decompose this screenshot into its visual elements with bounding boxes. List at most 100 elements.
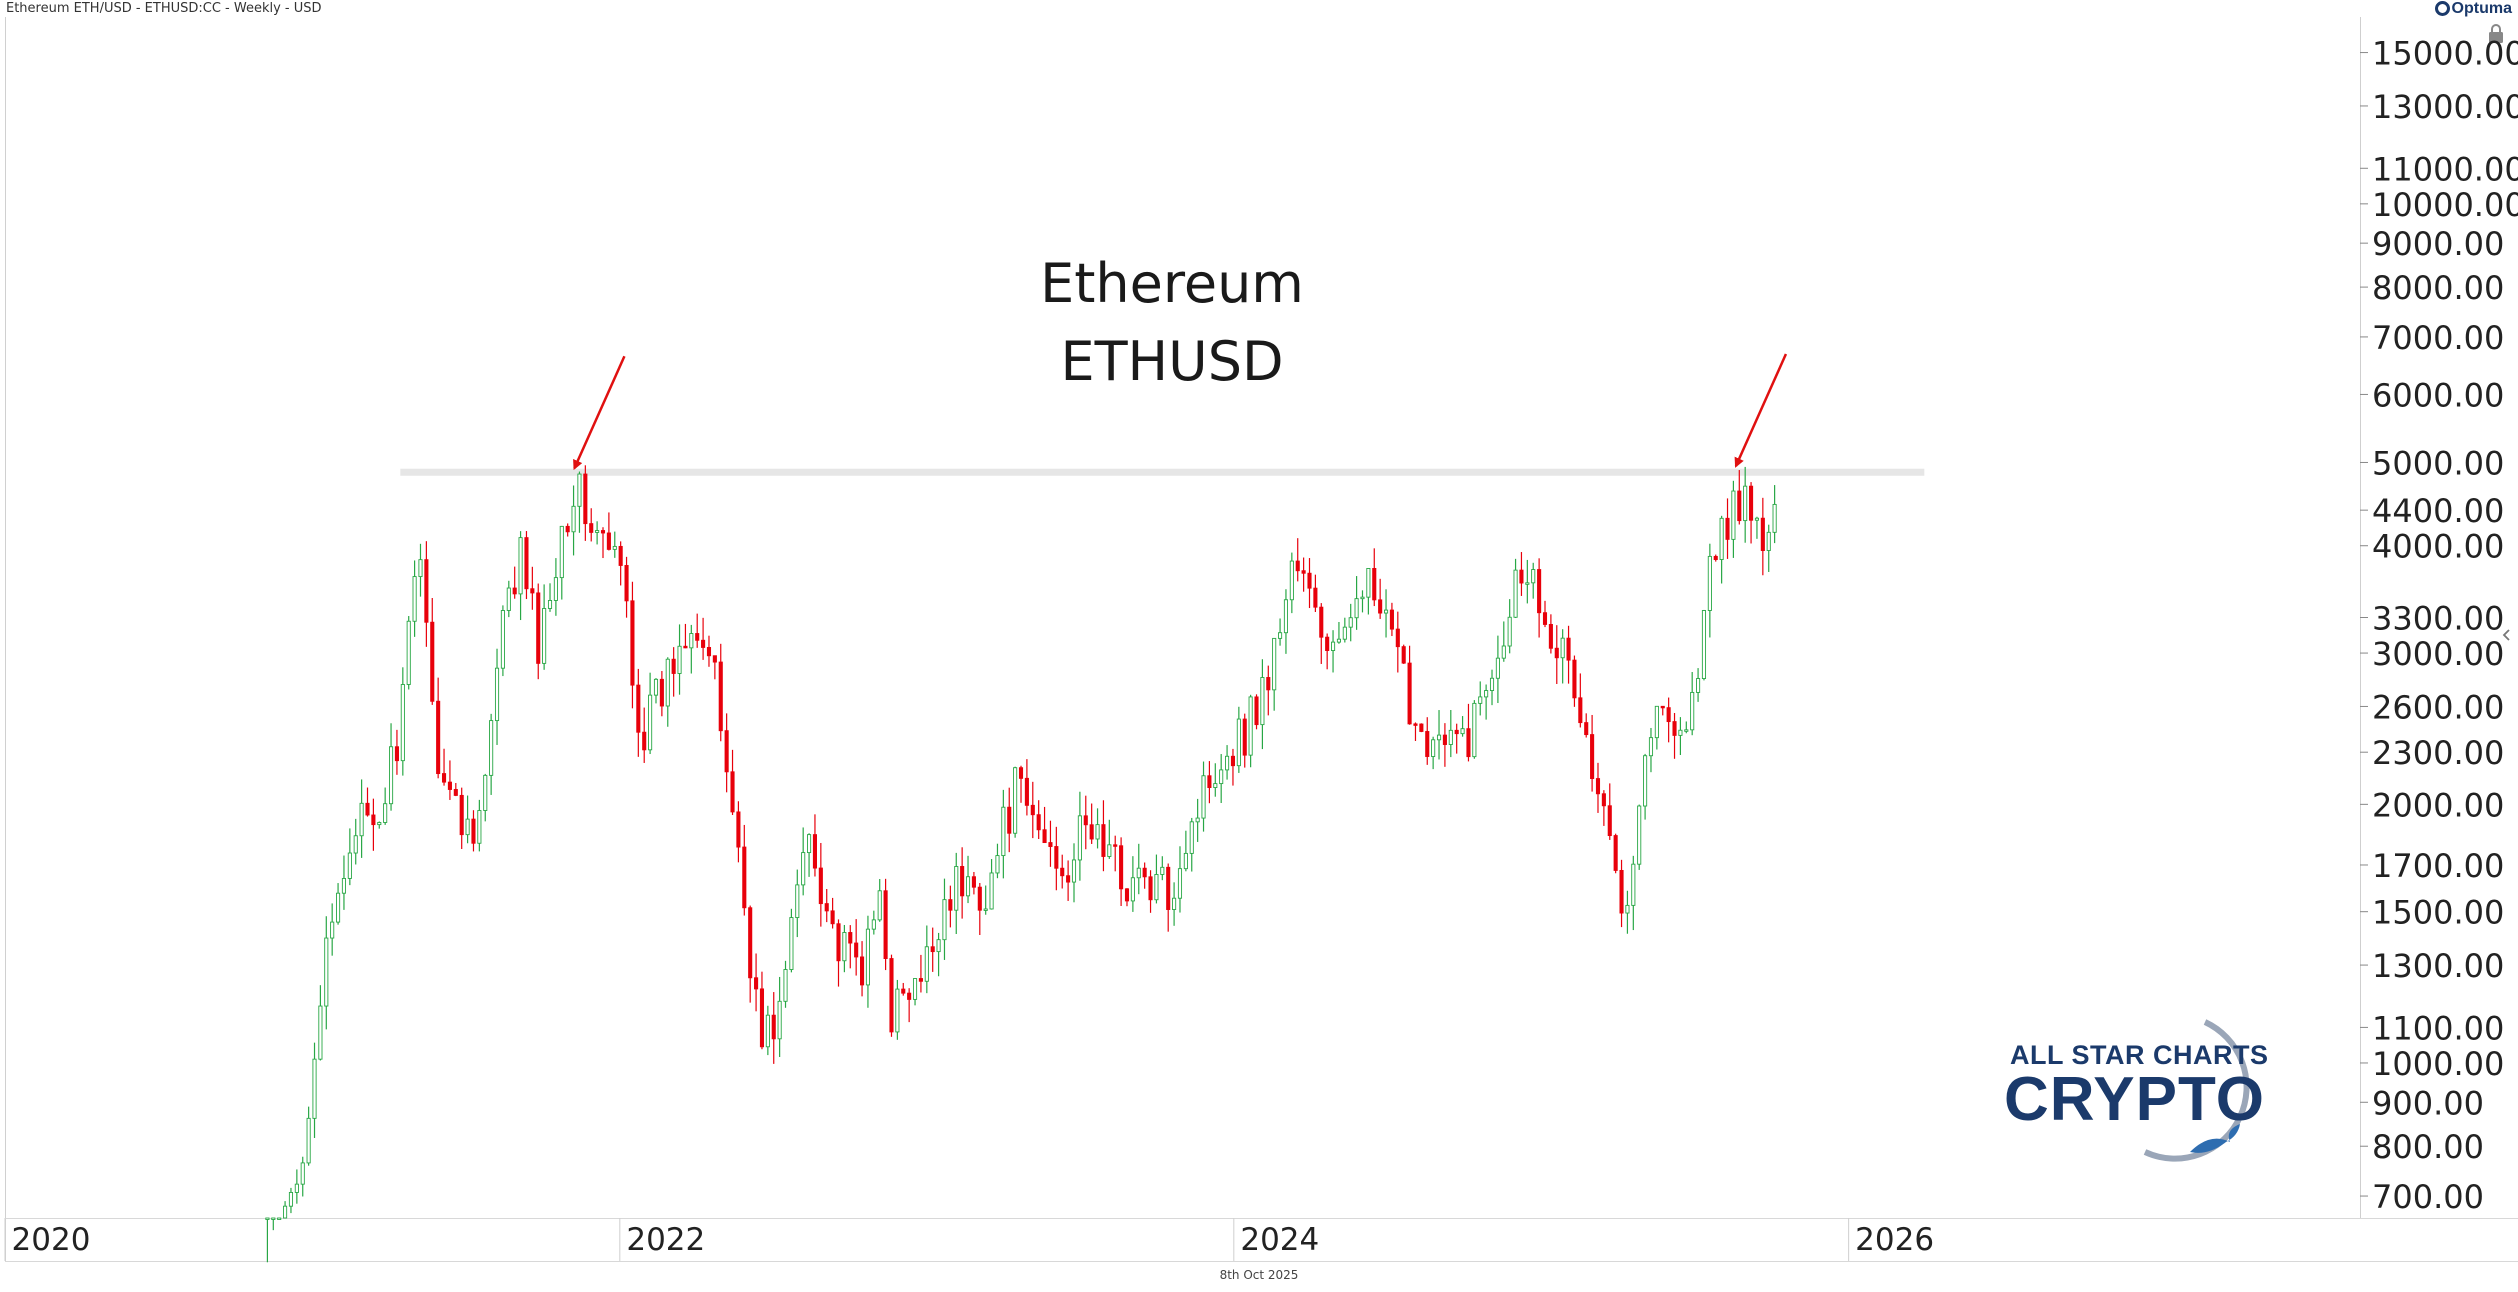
candle-body — [1383, 609, 1389, 614]
candle-body — [1407, 662, 1412, 725]
candle-body — [518, 537, 523, 595]
candle-body — [724, 730, 729, 773]
y-tick-label: 2600.00 — [2372, 688, 2504, 726]
y-tick-label: 2000.00 — [2372, 786, 2504, 824]
candle-body — [353, 835, 358, 854]
candle-body — [848, 932, 853, 944]
candle-body — [936, 939, 941, 953]
candle-body — [1590, 734, 1595, 780]
candle-body — [1419, 723, 1424, 732]
y-tick-label: 15000.00 — [2372, 35, 2518, 73]
candle-body — [1018, 767, 1024, 779]
candle-body — [736, 811, 741, 848]
candle-body — [412, 576, 417, 622]
chart-subtitle: ETHUSD — [1060, 330, 1283, 393]
candle-body — [636, 684, 641, 733]
collapse-panel-icon[interactable] — [2498, 622, 2516, 648]
candle-body — [1613, 835, 1618, 871]
candle-body — [447, 781, 452, 790]
candle-body — [854, 942, 859, 958]
y-tick-label: 3300.00 — [2372, 600, 2504, 638]
candle-body — [1707, 555, 1712, 611]
candle-body — [595, 530, 600, 533]
candle-body — [1301, 570, 1306, 574]
candle-body — [836, 923, 841, 962]
candle-body — [347, 852, 352, 879]
candle-body — [1372, 568, 1377, 601]
candle-body — [559, 525, 564, 579]
candle-body — [1531, 569, 1536, 584]
lock-icon[interactable] — [2487, 24, 2505, 44]
candle-body — [1607, 805, 1612, 837]
candle-body — [1484, 690, 1489, 698]
candle-body — [430, 621, 435, 702]
candle-body — [1278, 632, 1283, 639]
candle-body — [394, 746, 399, 762]
candle-body — [1230, 755, 1236, 767]
candle-body — [336, 892, 341, 923]
candle-body — [865, 928, 870, 986]
candle-body — [1601, 793, 1606, 807]
candle-body — [1207, 775, 1212, 789]
candle-body — [436, 700, 441, 775]
x-tick-label: 2022 — [626, 1222, 705, 1258]
candle-body — [288, 1191, 294, 1207]
x-tick-label: 2024 — [1240, 1222, 1319, 1258]
candle-body — [1001, 806, 1006, 857]
candle-body — [1413, 723, 1418, 726]
candle-body — [818, 867, 823, 905]
y-tick-label: 11000.00 — [2372, 150, 2518, 188]
candle-body — [983, 908, 988, 911]
candle-body — [759, 988, 765, 1048]
candle-body — [1331, 641, 1336, 651]
candle-body — [1048, 842, 1053, 847]
candle-body — [1513, 569, 1518, 618]
y-tick-label: 4000.00 — [2372, 528, 2504, 566]
candle-body — [630, 600, 635, 686]
candle-body — [1666, 707, 1671, 723]
candle-body — [341, 877, 347, 894]
candle-body — [453, 789, 458, 796]
candle-body — [1060, 867, 1065, 877]
candle-body — [1395, 628, 1400, 648]
candle-body — [989, 872, 994, 910]
candle-body — [1154, 874, 1159, 901]
candle-body — [506, 587, 511, 611]
candle-body — [1436, 734, 1442, 741]
date-footer: 8th Oct 2025 — [1219, 1268, 1299, 1282]
candle-body — [1077, 815, 1082, 861]
annotation-arrow — [1734, 353, 1788, 468]
optuma-brand-label: Optuma — [2451, 0, 2512, 17]
candle-body — [742, 846, 747, 909]
candle-body — [1036, 814, 1041, 831]
candle-body — [265, 1217, 270, 1220]
candle-body — [606, 532, 611, 550]
candle-body — [912, 978, 918, 1000]
candle-body — [1113, 844, 1118, 847]
candle-body — [689, 633, 694, 649]
candle-body — [1713, 555, 1718, 560]
candle-body — [1572, 659, 1577, 699]
candle-body — [1148, 876, 1153, 901]
candle-body — [459, 794, 464, 836]
y-tick-label: 1300.00 — [2372, 947, 2504, 985]
candle-body — [1142, 867, 1147, 878]
candle-body — [783, 969, 788, 1002]
candle-body — [1743, 485, 1748, 522]
candle-body — [583, 473, 588, 525]
y-tick-label: 700.00 — [2372, 1178, 2484, 1216]
candle-body — [1124, 888, 1130, 902]
candle-body — [1754, 517, 1760, 521]
candle-body — [1696, 678, 1701, 693]
y-tick-label: 8000.00 — [2372, 269, 2504, 307]
candle-body — [1631, 863, 1636, 906]
candle-body — [895, 988, 900, 1033]
candle-body — [1119, 845, 1124, 890]
candle-body — [371, 814, 376, 826]
candle-body — [648, 694, 653, 751]
y-tick-label: 4400.00 — [2372, 492, 2504, 530]
candle-body — [553, 577, 558, 601]
candle-body — [1042, 829, 1047, 844]
logo-line1: ALL STAR CHARTS — [2010, 1040, 2269, 1070]
